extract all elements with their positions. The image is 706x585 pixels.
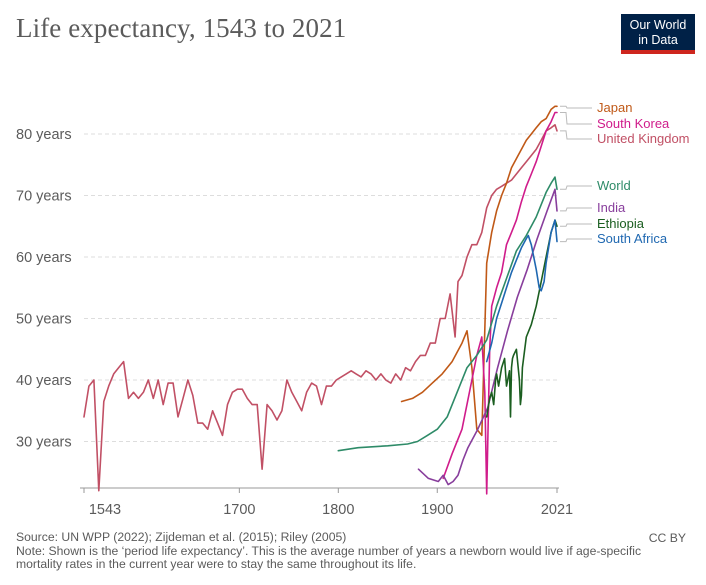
series-line-ethiopia [485,219,558,418]
series-line-south-korea [442,111,558,495]
legend-connector [560,207,592,212]
series-lines [83,105,558,495]
legend-label-ethiopia: Ethiopia [597,216,645,231]
y-axis-tick-labels: 30 years 40 years 50 years 60 years 70 years… [16,127,72,451]
y-tick-label: 60 years [16,250,72,266]
series-line-india [417,188,558,486]
y-tick-label: 50 years [16,312,72,328]
legend-label-south-korea: South Korea [597,116,670,131]
license-link[interactable]: CC BY [648,531,686,545]
footer: Source: UN WPP (2022); Zijdeman et al. (… [16,530,690,572]
series-line-japan [400,105,558,437]
logo-accent-bar [621,50,695,54]
legend-connector [560,238,592,243]
series-line-united-kingdom [83,124,558,492]
x-tick-label: 1800 [322,502,354,518]
y-tick-label: 80 years [16,127,72,143]
y-tick-label: 70 years [16,189,72,205]
x-tick-label: 1900 [421,502,453,518]
x-tick-label: 2021 [541,502,573,518]
legend-label-japan: Japan [597,100,632,115]
legend-connector [560,223,592,227]
owid-logo[interactable]: Our World in Data [621,14,695,54]
y-tick-label: 40 years [16,373,72,389]
legend-label-india: India [597,200,626,215]
legend-label-united-kingdom: United Kingdom [597,131,690,146]
series-line-world [337,176,558,452]
legend-connector [560,185,592,190]
legend-connector [560,130,592,140]
source-text: Source: UN WPP (2022); Zijdeman et al. (… [16,530,347,544]
legend-label-world: World [597,178,631,193]
x-tick-label: 1543 [89,502,121,518]
series-line-south-africa [485,219,558,363]
logo-line-2: in Data [638,33,678,47]
gridlines [84,133,557,442]
chart-title: Life expectancy, 1543 to 2021 [16,13,347,43]
x-tick-label: 1700 [223,502,255,518]
legend-connector [560,105,592,109]
logo-line-1: Our World [629,18,687,32]
note-text: Note: Shown is the ‘period life expectan… [16,543,642,571]
legend-connector [560,112,592,125]
x-axis: 1543 1700 1800 1900 2021 [80,487,573,518]
y-tick-label: 30 years [16,435,72,451]
legend-label-south-africa: South Africa [597,231,668,246]
